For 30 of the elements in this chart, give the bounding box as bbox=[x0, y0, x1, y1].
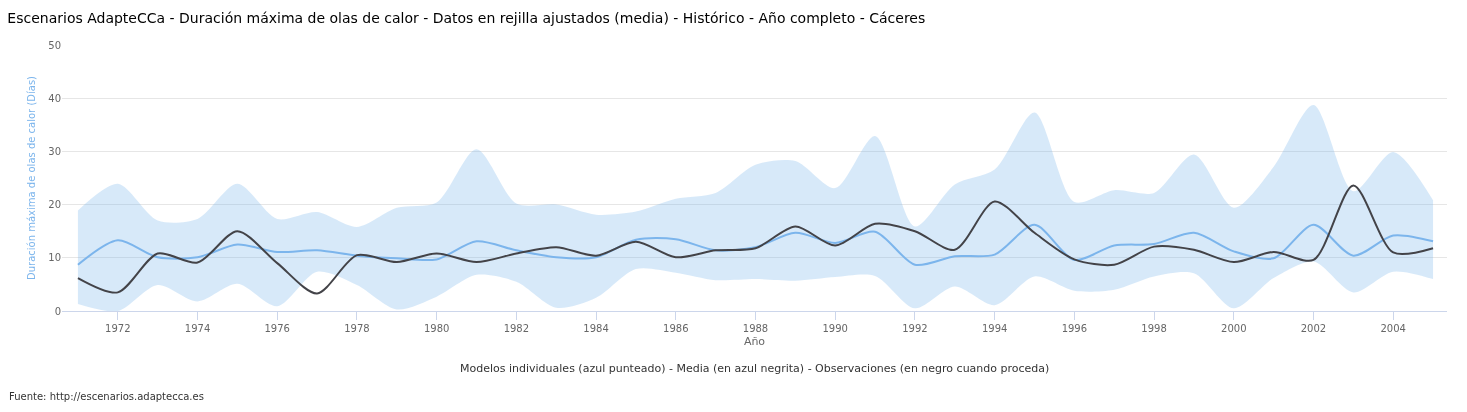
x-tick-label: 1982 bbox=[503, 323, 530, 334]
x-tick-label: 1976 bbox=[264, 323, 290, 334]
y-tick-label: 20 bbox=[48, 199, 61, 211]
line-series bbox=[76, 184, 1435, 295]
x-tick-label: 1994 bbox=[981, 323, 1008, 334]
x-tick-label: 1978 bbox=[344, 323, 370, 334]
y-axis-title: Duración máxima de olas de calor (Días) bbox=[26, 75, 38, 281]
x-tick-label: 1998 bbox=[1141, 323, 1167, 334]
y-tick-label: 50 bbox=[48, 39, 61, 51]
x-axis-title: Año bbox=[743, 335, 766, 349]
x-tick-label: 1974 bbox=[184, 323, 211, 334]
y-tick-label: 30 bbox=[48, 145, 61, 157]
chart-title: Escenarios AdapteCCa - Duración máxima de olas de calor - Datos en rejilla ajustados (media) - Histórico - Año completo - Cáceres bbox=[7, 10, 926, 27]
x-tick-label: 1972 bbox=[105, 323, 131, 334]
x-tick-label: 1996 bbox=[1061, 323, 1088, 334]
x-tick-label: 1992 bbox=[902, 323, 928, 334]
text: Modelos individuales (azul punteado) - Media (en azul negrita) - Observaciones (en negro cuando proceda) bbox=[460, 362, 1050, 375]
y-tick-label: 0 bbox=[54, 305, 61, 317]
x-tick-label: 2000 bbox=[1221, 323, 1247, 334]
line-series bbox=[76, 223, 1435, 266]
x-tick-label: 1984 bbox=[583, 323, 609, 334]
x-tick-label: 2002 bbox=[1300, 323, 1327, 334]
x-tick-label: 1988 bbox=[742, 323, 769, 334]
x-tick-label: 1990 bbox=[822, 323, 848, 334]
x-tick-label: 2004 bbox=[1380, 323, 1406, 334]
x-tick-label: 1986 bbox=[663, 323, 689, 334]
x-tick-label: 1980 bbox=[423, 323, 450, 334]
y-tick-label: 40 bbox=[48, 92, 61, 104]
y-tick-label: 10 bbox=[48, 252, 61, 264]
source-note: Fuente: http://escenarios.adaptecca.es bbox=[9, 391, 204, 402]
